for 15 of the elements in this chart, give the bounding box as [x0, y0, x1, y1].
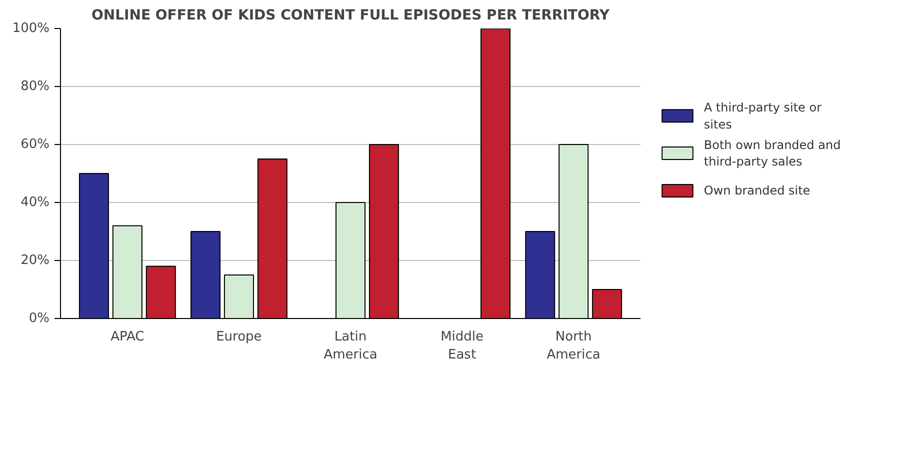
legend-label: Both own branded and third-party sales [704, 138, 841, 169]
y-tick-label: 40% [20, 195, 50, 210]
y-tick-label: 20% [20, 253, 50, 268]
x-tick-label: Europe [216, 330, 262, 344]
x-tick-label: APAC [110, 330, 144, 344]
y-tick-label: 100% [12, 21, 50, 36]
legend-label: A third-party site or sites [704, 100, 822, 132]
legend-label: Own branded site [704, 184, 810, 198]
chart-title: ONLINE OFFER OF KIDS CONTENT FULL EPISODES PER TERRITORY [91, 8, 610, 24]
x-tick-label: Middle East [440, 330, 484, 362]
x-tick-label: Latin America [324, 330, 378, 362]
y-tick-label: 60% [20, 137, 50, 152]
y-tick-label: 0% [28, 311, 50, 326]
x-tick-label: North America [546, 330, 600, 362]
y-tick-label: 80% [20, 79, 50, 94]
